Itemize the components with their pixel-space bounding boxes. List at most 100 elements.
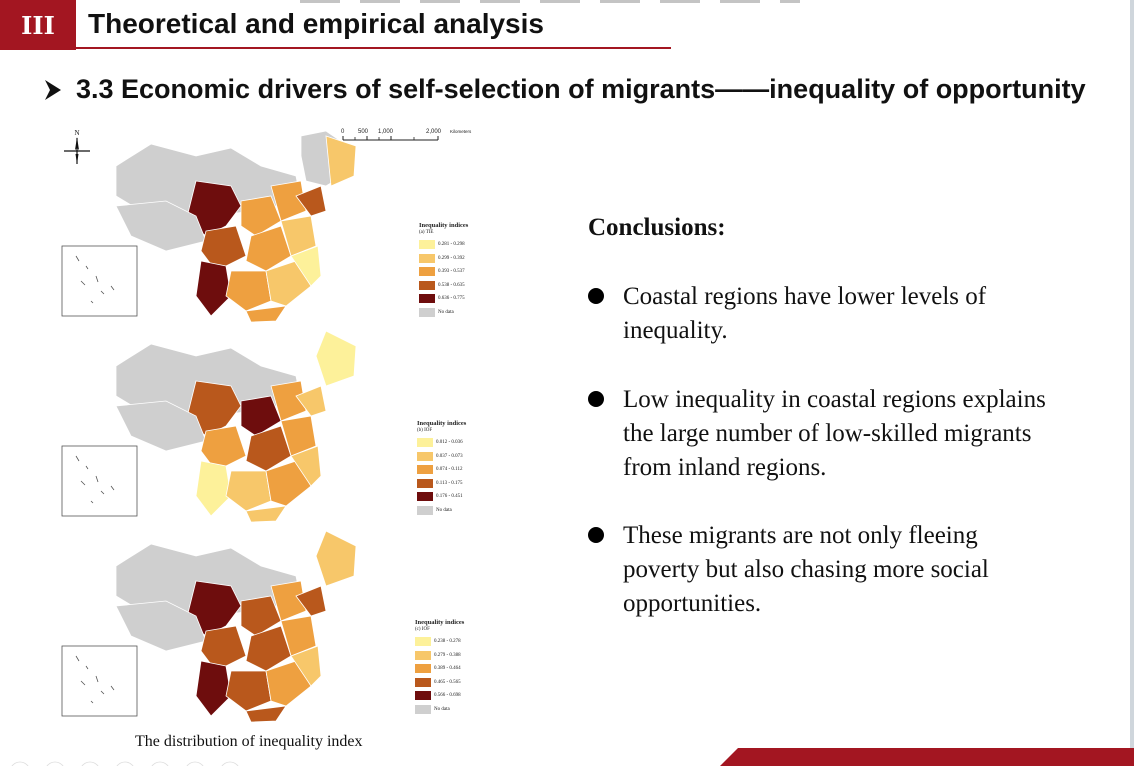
- scale-label-500: 500: [358, 129, 369, 135]
- bottom-decoration: [11, 761, 239, 766]
- legend-item: 0.299 - 0.392: [419, 252, 468, 266]
- legend-label: 0.012 - 0.036: [436, 440, 463, 446]
- legend-item: 0.566 - 0.698: [415, 689, 464, 703]
- legend-title: Inequality indices: [419, 222, 469, 229]
- legend-swatch: [419, 280, 435, 290]
- legend-swatch: [417, 492, 433, 502]
- legend-item: 0.037 - 0.073: [417, 450, 466, 464]
- inset-map-south-china-sea: [61, 645, 138, 717]
- legend-label: 0.176 - 0.451: [436, 494, 463, 500]
- map-legend-b: Inequality indices (b) IOF 0.012 - 0.036…: [417, 420, 466, 517]
- scale-label-unit: Kilometers: [450, 129, 472, 134]
- legend-label: 0.465 - 0.565: [434, 679, 461, 685]
- legend-label: 0.389 - 0.464: [434, 666, 461, 672]
- conclusion-bullet: Coastal regions have lower levels of ine…: [588, 280, 1048, 348]
- legend-swatch: [415, 691, 431, 701]
- bottom-accent-ribbon: [720, 748, 1134, 766]
- compass-label: N: [74, 129, 79, 137]
- legend-item: 0.281 - 0.298: [419, 238, 468, 252]
- legend-label: 0.281 - 0.298: [438, 242, 465, 248]
- conclusion-text: Low inequality in coastal regions explai…: [623, 386, 1046, 481]
- legend-swatch: [417, 438, 433, 448]
- slide-subtitle: 3.3 Economic drivers of self-selection o…: [76, 74, 1086, 104]
- china-map-tie: [61, 130, 357, 323]
- china-map-iof-c: [61, 530, 357, 723]
- scale-label-2000: 2,000: [426, 129, 442, 135]
- legend-swatch: [417, 451, 433, 461]
- legend-subtitle: (b) IOF: [417, 428, 433, 433]
- conclusion-text: Coastal regions have lower levels of ine…: [623, 283, 987, 344]
- legend-item: 0.176 - 0.451: [417, 490, 466, 504]
- legend-item: 0.389 - 0.464: [415, 662, 464, 676]
- conclusion-bullet: These migrants are not only fleeing pove…: [588, 519, 1048, 621]
- legend-item: 0.113 - 0.175: [417, 477, 466, 491]
- map-legend-a: Inequality indices (a) TIE 0.281 - 0.298…: [419, 222, 468, 319]
- legend-item: No data: [417, 504, 466, 518]
- conclusion-text: These migrants are not only fleeing pove…: [623, 522, 989, 617]
- map-legend-c: Inequality indices (c) IOF 0.238 - 0.278…: [415, 619, 464, 716]
- legend-label: 0.636 - 0.775: [438, 296, 465, 302]
- legend-item: 0.012 - 0.036: [417, 436, 466, 450]
- legend-title: Inequality indices: [415, 619, 465, 626]
- legend-item: No data: [415, 703, 464, 717]
- legend-subtitle: (a) TIE: [419, 230, 434, 235]
- legend-label: 0.538 - 0.635: [438, 282, 465, 288]
- legend-swatch: [417, 478, 433, 488]
- legend-label: No data: [436, 507, 452, 513]
- legend-label: 0.393 - 0.537: [438, 269, 465, 275]
- section-title: Theoretical and empirical analysis: [88, 8, 544, 39]
- conclusions-heading: Conclusions:: [588, 214, 726, 241]
- inset-map-south-china-sea: [61, 445, 138, 517]
- china-map-iof-b: [61, 330, 357, 523]
- legend-item: 0.238 - 0.278: [415, 635, 464, 649]
- right-border: [1130, 0, 1134, 766]
- legend-swatch: [415, 637, 431, 647]
- legend-label: 0.074 - 0.112: [436, 467, 463, 473]
- bullet-dot-icon: [588, 527, 604, 543]
- map-regions: [115, 130, 357, 323]
- legend-item: 0.636 - 0.775: [419, 292, 468, 306]
- title-underline: [76, 47, 671, 49]
- legend-swatch: [415, 677, 431, 687]
- legend-swatch: [415, 664, 431, 674]
- legend-swatch: [419, 267, 435, 277]
- legend-label: 0.299 - 0.392: [438, 255, 465, 261]
- legend-swatch: [417, 465, 433, 475]
- legend-label: No data: [438, 309, 454, 315]
- legend-item: 0.393 - 0.537: [419, 265, 468, 279]
- legend-swatch: [415, 704, 431, 714]
- legend-item: No data: [419, 306, 468, 320]
- figure-caption: The distribution of inequality index: [135, 733, 363, 750]
- legend-swatch: [417, 505, 433, 515]
- legend-label: 0.238 - 0.278: [434, 639, 461, 645]
- legend-label: No data: [434, 706, 450, 712]
- legend-label: 0.037 - 0.073: [436, 453, 463, 459]
- top-decoration-strip: [300, 0, 800, 3]
- legend-title: Inequality indices: [417, 420, 467, 427]
- legend-swatch: [419, 240, 435, 250]
- scale-label-0: 0: [341, 129, 345, 135]
- bullet-dot-icon: [588, 288, 604, 304]
- arrow-bullet-icon: [45, 79, 61, 100]
- legend-item: 0.538 - 0.635: [419, 279, 468, 293]
- section-number-badge: III: [0, 0, 76, 50]
- map-regions: [115, 530, 357, 723]
- bullet-dot-icon: [588, 391, 604, 407]
- inset-map-south-china-sea: [61, 245, 138, 317]
- legend-swatch: [415, 650, 431, 660]
- legend-item: 0.465 - 0.565: [415, 676, 464, 690]
- scale-label-1000: 1,000: [378, 129, 394, 135]
- map-regions: [115, 330, 357, 523]
- scale-bar: 0 500 1,000 2,000 Kilometers: [341, 129, 472, 141]
- legend-subtitle: (c) IOF: [415, 627, 430, 632]
- legend-label: 0.279 - 0.388: [434, 652, 461, 658]
- legend-swatch: [419, 253, 435, 263]
- legend-swatch: [419, 294, 435, 304]
- legend-swatch: [419, 307, 435, 317]
- north-arrow-icon: N: [64, 129, 90, 164]
- legend-label: 0.113 - 0.175: [436, 480, 463, 486]
- legend-item: 0.074 - 0.112: [417, 463, 466, 477]
- subtitle-row: 3.3 Economic drivers of self-selection o…: [44, 74, 1086, 105]
- legend-label: 0.566 - 0.698: [434, 693, 461, 699]
- legend-item: 0.279 - 0.388: [415, 649, 464, 663]
